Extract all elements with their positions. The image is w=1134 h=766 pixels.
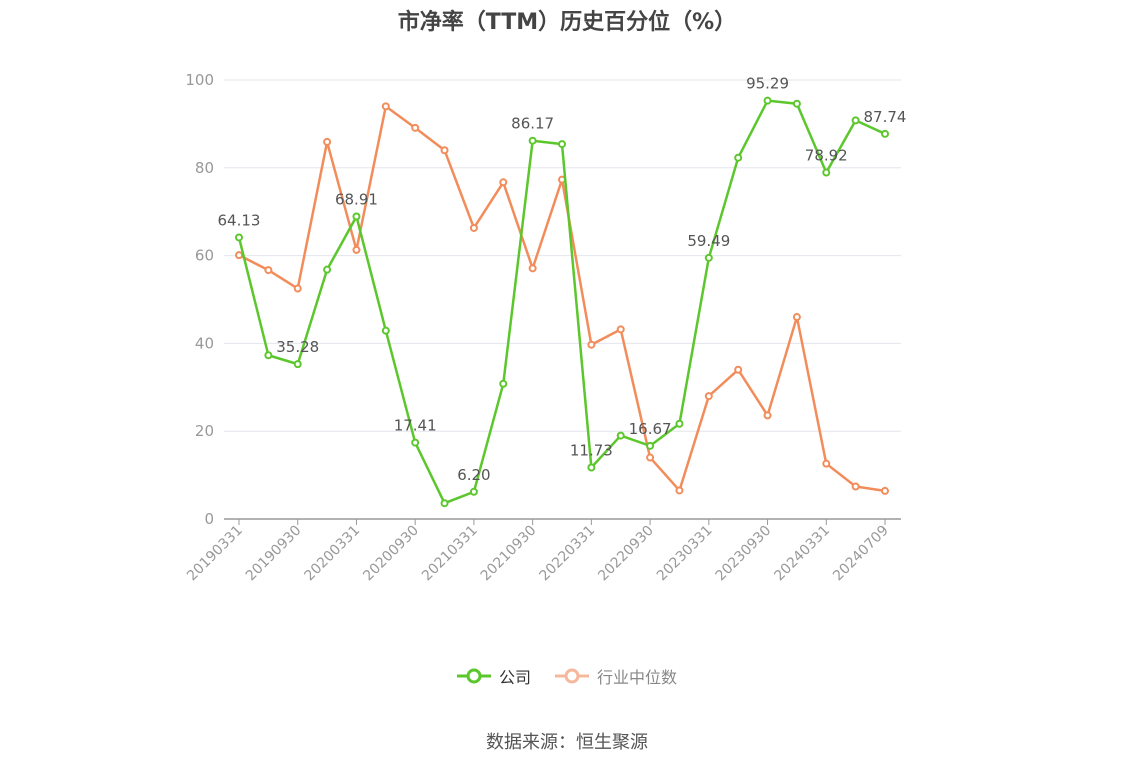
series-line-industry: [238, 105, 886, 493]
data-point: [469, 487, 478, 496]
y-tick-label: 40: [195, 334, 214, 352]
data-label: 11.73: [570, 442, 613, 460]
x-tick-label: 20200930: [360, 523, 422, 585]
data-point: [587, 463, 596, 472]
data-point: [675, 419, 684, 428]
data-point: [675, 486, 684, 495]
x-tick-label: 20210930: [478, 523, 540, 585]
data-point: [411, 438, 420, 447]
data-point: [323, 265, 332, 274]
data-point: [616, 325, 625, 334]
data-point: [734, 153, 743, 162]
data-point: [822, 459, 831, 468]
data-point: [587, 340, 596, 349]
data-point: [411, 123, 420, 132]
legend: 公司 行业中位数: [0, 664, 1134, 688]
data-point: [352, 212, 361, 221]
data-point: [734, 365, 743, 374]
data-point: [851, 116, 860, 125]
data-labels: 64.13 35.28 68.91 17.41 6.20 86.17 11.73 16.67 5…: [218, 75, 907, 484]
x-tick-label: 20190331: [184, 523, 246, 585]
data-label: 78.92: [805, 147, 848, 165]
data-point: [499, 178, 508, 187]
data-label: 16.67: [629, 420, 672, 438]
data-point: [469, 223, 478, 232]
x-tick-label: 20210331: [419, 523, 481, 585]
data-point: [881, 486, 889, 495]
data-point: [440, 146, 449, 155]
data-point: [558, 140, 566, 149]
legend-line-icon-company: [456, 668, 491, 684]
y-tick-label: 0: [204, 510, 214, 528]
data-label: 64.13: [218, 211, 261, 229]
data-point: [881, 129, 889, 138]
data-point: [704, 392, 713, 401]
data-point: [235, 251, 243, 260]
data-label: 68.91: [335, 190, 378, 208]
grid-lines: [224, 79, 901, 432]
x-axis: 2019033120190930202003312020093020210331…: [184, 518, 901, 585]
chart-title: 市净率（TTM）历史百分位（%）: [397, 10, 737, 35]
data-point: [293, 284, 302, 293]
data-point: [646, 453, 655, 462]
legend-item-company[interactable]: 公司: [456, 664, 531, 688]
data-label: 17.41: [394, 417, 437, 435]
y-tick-label: 80: [195, 159, 214, 177]
x-tick-label: 20230331: [654, 523, 716, 585]
series-line-company: [237, 99, 886, 505]
data-point: [352, 245, 361, 254]
data-point: [528, 136, 537, 145]
series-group: [235, 96, 889, 508]
x-tick-label: 20240709: [830, 523, 892, 585]
x-tick-label: 20220930: [595, 523, 657, 585]
data-point: [646, 441, 655, 450]
data-point: [323, 137, 332, 146]
data-point: [381, 102, 390, 111]
x-tick-label: 20240331: [771, 523, 833, 585]
data-label: 95.29: [746, 75, 789, 93]
data-point: [381, 326, 390, 335]
legend-label-industry: 行业中位数: [597, 668, 678, 687]
data-point: [763, 411, 772, 420]
data-label: 86.17: [511, 115, 554, 133]
legend-item-industry[interactable]: 行业中位数: [555, 664, 677, 688]
legend-line-icon-industry: [555, 668, 589, 684]
data-point: [499, 379, 508, 388]
y-tick-label: 60: [195, 247, 214, 265]
x-tick-label: 20200331: [302, 523, 364, 585]
data-point: [528, 264, 537, 273]
data-point: [264, 351, 273, 360]
x-tick-label: 20230930: [713, 523, 775, 585]
data-source-note: 数据来源：恒生聚源: [486, 732, 648, 753]
x-tick-label: 20220331: [536, 523, 598, 585]
legend-label-company: 公司: [498, 668, 531, 687]
y-axis: 0 20 40 60 80 100: [185, 71, 214, 528]
data-point: [792, 313, 801, 322]
data-label: 6.20: [457, 466, 490, 484]
data-label: 87.74: [864, 108, 907, 126]
data-point: [293, 360, 302, 369]
data-point: [440, 499, 449, 508]
data-point: [851, 482, 860, 491]
y-tick-label: 20: [195, 422, 214, 440]
y-tick-label: 100: [185, 71, 214, 89]
data-point: [763, 96, 772, 105]
data-point: [704, 253, 713, 262]
data-point: [792, 99, 801, 108]
data-label: 35.28: [276, 338, 319, 356]
data-point: [235, 233, 243, 242]
data-point: [822, 168, 831, 177]
data-point: [264, 266, 273, 275]
data-point: [616, 431, 625, 440]
x-tick-label: 20190930: [243, 523, 305, 585]
data-label: 59.49: [687, 232, 730, 250]
